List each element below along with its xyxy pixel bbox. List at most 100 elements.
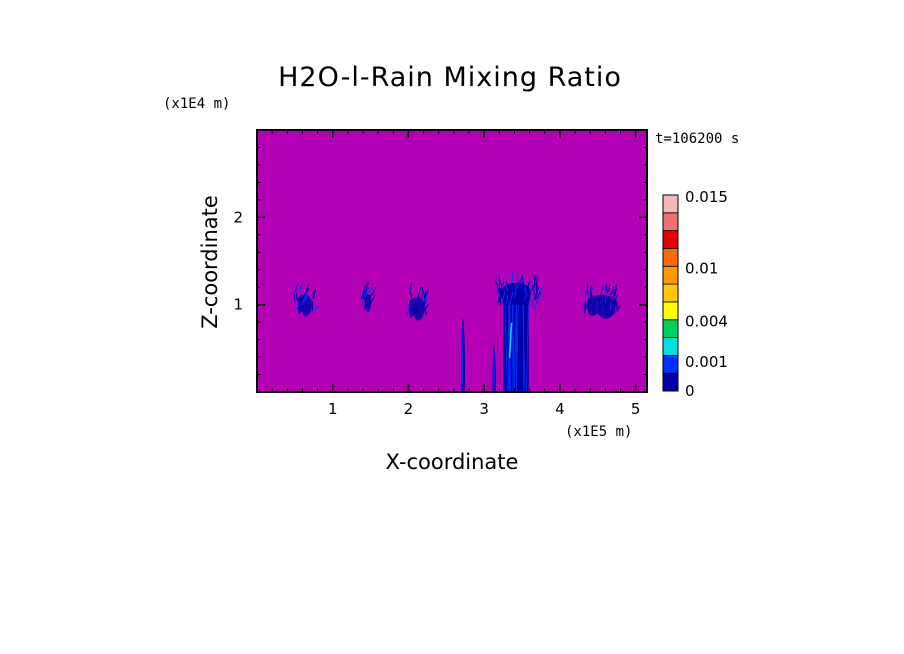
rain-cloud [363, 294, 372, 313]
colorbar-swatch [662, 283, 679, 303]
rain-column-hatch [497, 291, 503, 304]
x-tick-label: 2 [404, 400, 414, 418]
rain-column-hatch [498, 296, 502, 306]
rain-cloud-hatch [610, 307, 613, 315]
rain-region [406, 282, 429, 321]
rain-cloud-hatch [301, 291, 308, 298]
rain-cloud-hatch [371, 286, 377, 296]
rain-column-hatch [504, 287, 508, 302]
rain-cloud-hatch [293, 293, 296, 304]
colorbar-tick-label: 0 [685, 382, 695, 400]
colorbar-swatch [662, 354, 679, 374]
rain-column-streak [512, 304, 514, 393]
rain-cloud-hatch [295, 293, 298, 301]
rain-column-hatch [498, 283, 503, 298]
rain-column-streak [504, 304, 508, 393]
rain-cloud-hatch [423, 299, 426, 309]
rain-cloud [408, 297, 425, 321]
chart-title: H2O-l-Rain Mixing Ratio [278, 62, 622, 93]
x-tick-label: 4 [555, 400, 565, 418]
colorbar-swatch [662, 212, 679, 232]
rain-column-hatch [505, 289, 512, 300]
colorbar-swatch [662, 248, 679, 267]
rain-column-hatch [496, 290, 501, 304]
rain-cloud-hatch [406, 304, 411, 317]
x-axis-ticks: 1 2 3 4 5 [271, 130, 641, 418]
colorbar-tick-label: 0.004 [685, 313, 728, 331]
x-scale-label: (x1E5 m) [565, 424, 632, 440]
colorbar-swatch [662, 319, 679, 338]
rain-cloud-hatch [363, 287, 370, 297]
rain-column-hatch [526, 282, 530, 293]
rain-cloud-hatch [298, 301, 306, 309]
rain-region [495, 271, 542, 393]
rain-cloud-hatch [418, 286, 422, 298]
time-label: t=106200 s [655, 131, 739, 147]
rain-region [583, 282, 621, 319]
rain-cloud-hatch [369, 294, 376, 305]
rain-column-hatch [507, 290, 513, 300]
rain-column-hatch [511, 271, 514, 284]
rain-column-hatch [515, 295, 518, 303]
rain-cloud-hatch [408, 301, 412, 311]
colorbar-swatch [662, 372, 679, 392]
rain-cloud-hatch [362, 292, 366, 299]
rain-cloud-hatch [599, 296, 606, 310]
rain-cloud-hatch [424, 297, 428, 308]
rain-column-hatch [535, 291, 542, 300]
rain-column-highlight [508, 322, 513, 358]
rain-cloud-hatch [417, 289, 421, 300]
y-scale-label: (x1E4 m) [163, 96, 230, 112]
rain-cloud-hatch [597, 294, 604, 305]
rain-cloud-hatch [616, 295, 619, 305]
x-tick-label: 1 [328, 400, 338, 418]
rain-cloud-hatch [364, 289, 369, 300]
rain-cloud-hatch [589, 287, 593, 298]
rain-cloud-hatch [301, 292, 308, 306]
colorbar-tick-label: 0.001 [685, 353, 728, 371]
rain-column-hatch [496, 274, 499, 286]
rain-cloud-hatch [421, 286, 424, 295]
rain-column-streak [507, 304, 511, 393]
rain-cloud-hatch [587, 287, 594, 299]
rain-cloud-hatch [605, 284, 608, 294]
rain-cloud-hatch [423, 303, 429, 313]
colorbar-swatch [662, 265, 679, 285]
rain-column-hatch [516, 272, 521, 287]
rain-layer [293, 271, 621, 393]
rain-column-streak [513, 304, 517, 393]
colorbar-tick-label: 0.015 [685, 188, 728, 206]
rain-cloud-hatch [368, 287, 373, 294]
rain-column-hatch [504, 283, 509, 292]
rain-region [461, 317, 465, 392]
colorbar-swatch [662, 301, 679, 321]
rain-column-hatch [531, 282, 537, 292]
rain-cloud-hatch [416, 300, 419, 307]
plot-background [257, 130, 647, 392]
rain-cloud-hatch [298, 297, 302, 307]
rain-region [293, 283, 319, 317]
colorbar-swatch [662, 337, 679, 356]
rain-cloud-hatch [420, 293, 424, 302]
colorbar-labels: 0 0.001 0.004 0.01 0.015 [685, 188, 728, 400]
rain-cloud-hatch [313, 305, 319, 312]
rain-cloud-hatch [312, 290, 316, 299]
rain-column-hatch [530, 287, 533, 296]
colorbar-swatch [662, 194, 679, 214]
rain-cloud-hatch [423, 288, 427, 299]
rain-cloud-hatch [609, 302, 612, 311]
rain-cloud-hatch [596, 295, 599, 302]
rain-column-hatch [513, 284, 518, 299]
rain-column-hatch [527, 287, 530, 301]
rain-column-hatch [521, 273, 525, 288]
x-tick-label: 5 [631, 400, 641, 418]
rain-column-hatch [509, 295, 514, 310]
rain-column-streak [516, 304, 519, 393]
rain-cloud-hatch [614, 285, 617, 296]
y-axis-title: Z-coordinate [198, 195, 222, 329]
rain-cloud-hatch [609, 293, 616, 303]
rain-cloud-hatch [597, 298, 601, 306]
x-axis-title: X-coordinate [386, 450, 519, 474]
rain-cloud-hatch [303, 299, 308, 307]
